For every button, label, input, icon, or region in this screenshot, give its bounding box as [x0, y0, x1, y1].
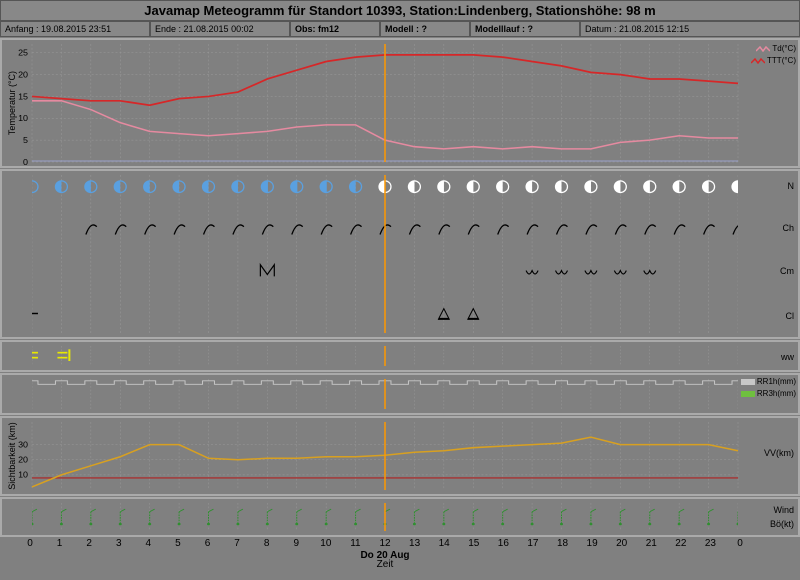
- x-tick: 22: [675, 538, 686, 549]
- x-tick: 11: [350, 538, 360, 549]
- x-tick: 0: [27, 538, 33, 549]
- x-tick: 15: [468, 538, 479, 549]
- x-tick: 20: [616, 538, 627, 549]
- page-title: Javamap Meteogramm für Standort 10393, S…: [0, 0, 800, 21]
- svg-text:10: 10: [18, 113, 28, 123]
- info-ende: Ende : 21.08.2015 00:02: [150, 21, 290, 37]
- x-tick: 7: [234, 538, 240, 549]
- panel-clouds: N Ch Cm Cl: [0, 169, 800, 339]
- label-ch: Ch: [782, 223, 794, 233]
- chart-temperature: 0510152025: [32, 44, 738, 162]
- chart-precip: [32, 379, 738, 409]
- chart-clouds: [32, 175, 738, 333]
- chart-visibility: 102030: [32, 422, 738, 490]
- svg-text:20: 20: [18, 70, 28, 80]
- x-tick: 12: [379, 538, 390, 549]
- x-tick: 23: [705, 538, 716, 549]
- svg-text:30: 30: [18, 440, 28, 450]
- panel-wind: Wind Bö(kt): [0, 497, 800, 537]
- x-tick: 16: [498, 538, 509, 549]
- legend-rr3h: RR3h(mm): [741, 389, 796, 398]
- x-tick: 8: [264, 538, 270, 549]
- ylabel-vv: Sichtbarkeit (km): [7, 422, 17, 490]
- label-boe: Bö(kt): [770, 519, 794, 529]
- x-tick: 13: [409, 538, 420, 549]
- x-tick: 1: [57, 538, 63, 549]
- label-wind: Wind: [773, 505, 794, 515]
- x-tick: 9: [293, 538, 299, 549]
- ylabel-temp: Temperatur (°C): [7, 71, 17, 135]
- info-datum: Datum : 21.08.2015 12:15: [580, 21, 800, 37]
- chart-ww: [32, 346, 738, 366]
- svg-text:25: 25: [18, 48, 28, 58]
- x-tick: 4: [146, 538, 152, 549]
- label-cl: Cl: [786, 311, 795, 321]
- panels: Temperatur (°C) 0510152025 Td(°C) TTT(°C…: [0, 38, 800, 568]
- svg-text:20: 20: [18, 455, 28, 465]
- x-tick: 3: [116, 538, 122, 549]
- legend-td: Td(°C): [756, 44, 796, 53]
- chart-wind: [32, 503, 738, 531]
- legend-rr1h: RR1h(mm): [741, 377, 796, 386]
- label-ww: ww: [781, 352, 794, 362]
- x-tick: 14: [439, 538, 450, 549]
- panel-precip: RR1h(mm) RR3h(mm): [0, 373, 800, 415]
- info-modelllauf: Modelllauf : ?: [470, 21, 580, 37]
- info-modell: Modell : ?: [380, 21, 470, 37]
- label-cm: Cm: [780, 266, 794, 276]
- legend-ttt: TTT(°C): [751, 56, 796, 65]
- x-tick: 17: [527, 538, 538, 549]
- x-tick: 21: [646, 538, 657, 549]
- x-tick: 2: [86, 538, 92, 549]
- x-tick: 6: [205, 538, 211, 549]
- panel-visibility: Sichtbarkeit (km) 102030 VV(km): [0, 416, 800, 496]
- x-tick: 0: [737, 538, 743, 549]
- x-tick: 10: [320, 538, 331, 549]
- info-bar: Anfang : 19.08.2015 23:51 Ende : 21.08.2…: [0, 21, 800, 37]
- x-tick: 5: [175, 538, 181, 549]
- svg-text:0: 0: [23, 157, 28, 167]
- panel-ww: ww: [0, 340, 800, 372]
- label-vv: VV(km): [764, 448, 794, 458]
- x-axis: 012345678910111213141516171819202122230D…: [30, 538, 740, 568]
- svg-text:5: 5: [23, 135, 28, 145]
- label-n: N: [788, 181, 795, 191]
- panel-temperature: Temperatur (°C) 0510152025 Td(°C) TTT(°C…: [0, 38, 800, 168]
- svg-text:15: 15: [18, 91, 28, 101]
- x-tick: 19: [587, 538, 598, 549]
- info-obs: Obs: fm12: [290, 21, 380, 37]
- info-anfang: Anfang : 19.08.2015 23:51: [0, 21, 150, 37]
- x-tick: 18: [557, 538, 568, 549]
- x-title: Zeit: [377, 559, 394, 570]
- svg-text:10: 10: [18, 470, 28, 480]
